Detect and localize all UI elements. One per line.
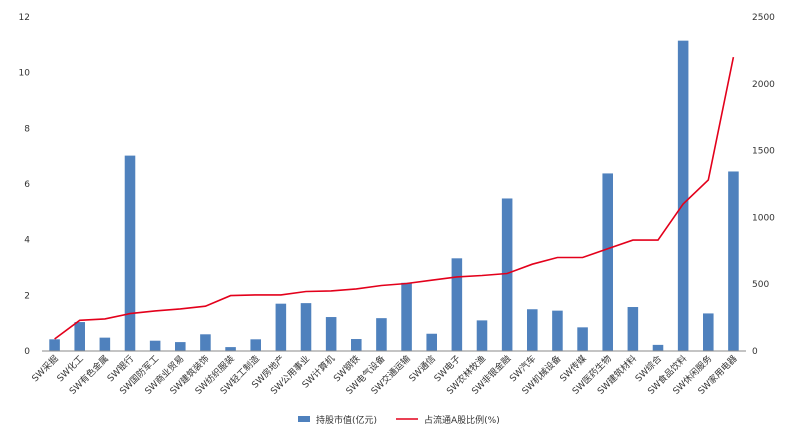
bar: [300, 303, 312, 351]
left-y-axis: 0 2 4 6 8 10 12: [19, 13, 31, 357]
category-label: SW通信: [406, 353, 438, 385]
bar: [677, 40, 689, 352]
bar: [602, 173, 613, 351]
legend-bar-swatch: [298, 416, 310, 422]
left-tick-label: 12: [19, 13, 30, 23]
left-tick-label: 8: [24, 124, 30, 134]
left-tick-label: 4: [24, 236, 30, 246]
plot-area: [49, 40, 739, 352]
bar: [250, 339, 261, 351]
right-tick-label: 2000: [752, 80, 775, 90]
bar: [149, 340, 161, 351]
bar: [552, 310, 563, 351]
right-tick-label: 2500: [752, 13, 775, 23]
left-tick-label: 6: [24, 180, 30, 190]
bar: [401, 282, 412, 351]
right-tick-label: 1500: [752, 147, 775, 157]
bar: [376, 318, 387, 351]
right-tick-label: 1000: [752, 213, 775, 223]
x-axis: SW采掘SW化工SW有色金属SW银行SW国防军工SW商业贸易SW建筑装饰SW纺织…: [29, 350, 746, 397]
right-y-axis: 0 500 1000 1500 2000 2500: [752, 13, 775, 357]
bar: [703, 313, 714, 351]
bar: [476, 320, 488, 351]
right-tick-label: 0: [752, 347, 758, 357]
left-tick-label: 0: [24, 347, 30, 357]
bar: [577, 327, 588, 351]
bar: [527, 309, 538, 351]
bar: [49, 339, 60, 351]
bar: [74, 322, 85, 351]
bar: [451, 258, 463, 351]
left-tick-label: 10: [19, 69, 31, 79]
bar: [200, 334, 211, 351]
right-tick-label: 500: [752, 280, 769, 290]
bar: [652, 344, 664, 351]
bar: [501, 198, 513, 351]
bar: [426, 333, 437, 351]
category-label: SW采掘: [29, 353, 61, 385]
bar: [99, 337, 111, 351]
series-line: [54, 56, 735, 340]
left-tick-label: 2: [24, 291, 30, 301]
legend-line-label: 占流通A股比例(%): [424, 414, 500, 426]
bar: [175, 342, 186, 351]
bar: [728, 171, 739, 351]
bar: [351, 339, 362, 351]
bar: [627, 307, 639, 351]
bar: [225, 347, 236, 351]
legend: 持股市值(亿元) 占流通A股比例(%): [298, 414, 500, 426]
bar: [325, 317, 337, 351]
bar: [124, 155, 136, 351]
bar: [275, 303, 287, 351]
legend-bar-label: 持股市值(亿元): [316, 414, 377, 426]
